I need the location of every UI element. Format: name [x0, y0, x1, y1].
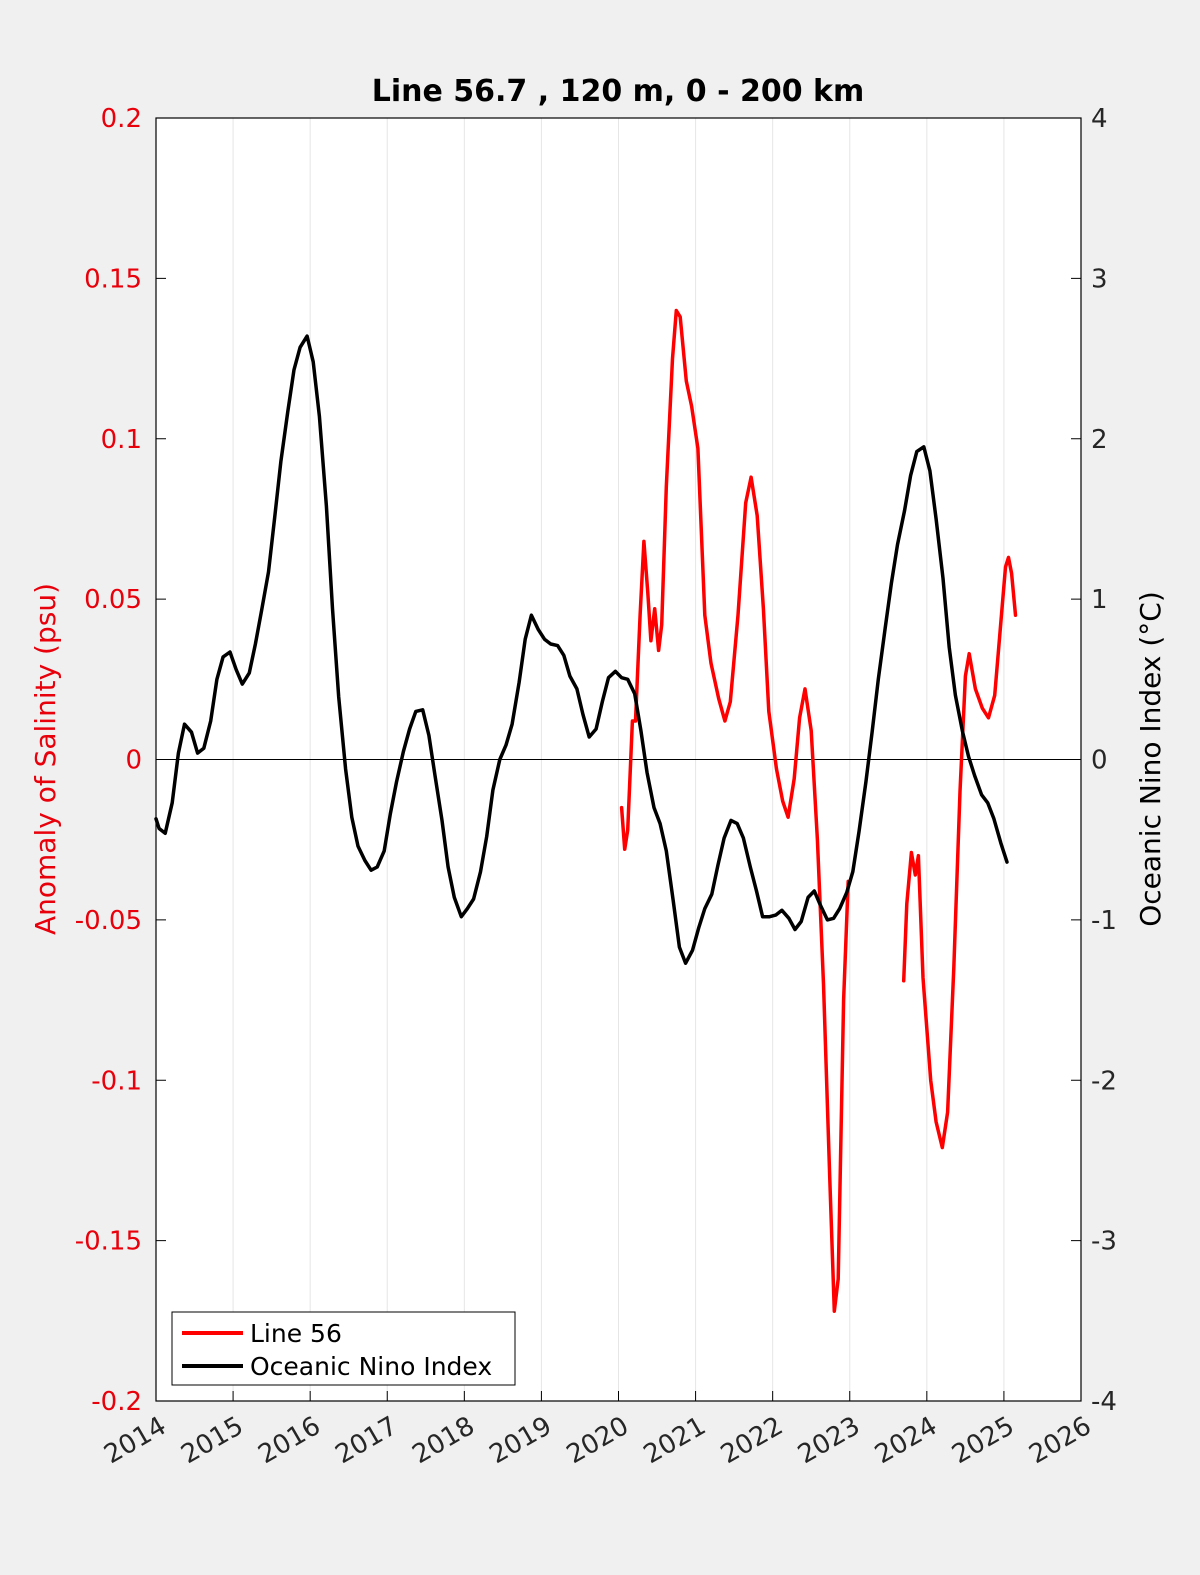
- legend-box: [171, 1311, 516, 1386]
- x-tick-label: 2025: [947, 1411, 1019, 1470]
- series-layer: [154, 308, 1018, 1313]
- x-tick-label: 2022: [716, 1411, 788, 1470]
- right-axis: -4 -3 -2 -1 0 1 2 3 4: [1071, 104, 1117, 1417]
- y-left-tick-label: 0.05: [84, 585, 142, 615]
- y-right-tick-label: 1: [1091, 585, 1108, 615]
- y-axis-label-left: Anomaly of Salinity (psu): [29, 583, 62, 935]
- left-axis: -0.2 -0.15 -0.1 -0.05 0 0.05 0.1 0.15 0.2: [75, 104, 166, 1417]
- x-tick-label: 2026: [1024, 1411, 1096, 1470]
- legend-label-line56: Line 56: [250, 1319, 342, 1348]
- x-tick-label: 2018: [408, 1411, 480, 1470]
- y-right-tick-label: 4: [1091, 104, 1108, 134]
- x-tick-label: 2019: [485, 1411, 557, 1470]
- oni-series-line: [154, 334, 1009, 965]
- x-tick-label: 2015: [176, 1411, 248, 1470]
- y-right-tick-label: 3: [1091, 264, 1108, 294]
- x-tick-label: 2017: [330, 1411, 402, 1470]
- y-left-tick-label: 0: [125, 746, 142, 776]
- y-right-tick-label: 0: [1091, 746, 1108, 776]
- x-tick-label: 2020: [562, 1411, 634, 1470]
- y-axis-label-right: Oceanic Nino Index (°C): [1134, 591, 1167, 927]
- y-left-tick-label: -0.2: [91, 1387, 142, 1417]
- x-tick-label: 2024: [870, 1411, 942, 1470]
- y-left-tick-label: 0.2: [101, 104, 142, 134]
- y-right-tick-label: 2: [1091, 425, 1108, 455]
- x-tick-label: 2014: [99, 1411, 171, 1470]
- x-tick-label: 2021: [639, 1411, 711, 1470]
- legend-label-oni: Oceanic Nino Index: [250, 1352, 492, 1381]
- x-tick-label: 2016: [253, 1411, 325, 1470]
- line56-series-line-segment-1: [619, 308, 850, 1313]
- chart-title: Line 56.7 , 120 m, 0 - 200 km: [372, 74, 865, 109]
- line56-series-line-segment-2: [901, 555, 1018, 1150]
- y-right-tick-label: -2: [1091, 1066, 1117, 1096]
- legend: Line 56 Oceanic Nino Index: [171, 1311, 516, 1386]
- x-axis: 2014 2015 2016 2017 2018 2019 2020 2021 2022 2023…: [99, 1391, 1097, 1470]
- y-right-tick-label: -1: [1091, 906, 1117, 936]
- y-right-tick-label: -4: [1091, 1387, 1117, 1417]
- y-left-tick-label: 0.1: [101, 425, 142, 455]
- y-left-tick-label: -0.05: [75, 906, 142, 936]
- y-left-tick-label: -0.15: [75, 1227, 142, 1257]
- y-left-tick-label: -0.1: [91, 1066, 142, 1096]
- y-left-tick-label: 0.15: [84, 264, 142, 294]
- x-tick-label: 2023: [793, 1411, 865, 1470]
- y-right-tick-label: -3: [1091, 1227, 1117, 1257]
